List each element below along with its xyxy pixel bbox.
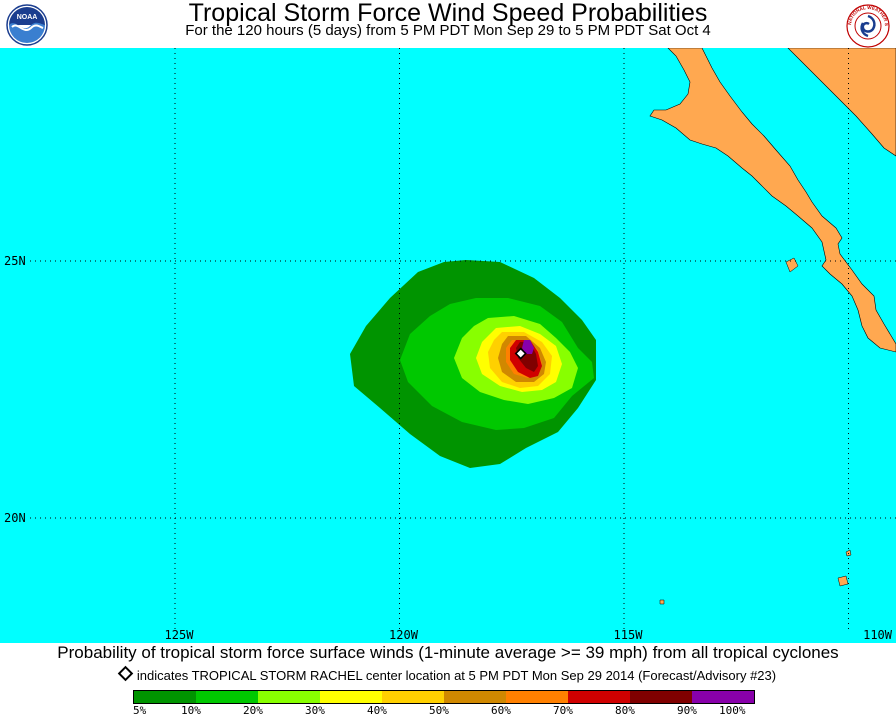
- contour-90pct: [522, 340, 534, 354]
- legend-swatch: [506, 691, 568, 703]
- legend-label: 90%: [677, 704, 697, 717]
- legend-swatch: [630, 691, 692, 703]
- legend-label: 70%: [553, 704, 573, 717]
- latitude-label: 20N: [4, 511, 26, 525]
- storm-center-note-text: indicates TROPICAL STORM RACHEL center l…: [136, 668, 777, 683]
- latitude-labels: 25N 20N: [4, 254, 26, 525]
- legend-swatch: [444, 691, 506, 703]
- storm-center-diamond-icon: [117, 665, 134, 682]
- mainland-mexico: [787, 48, 896, 157]
- legend-swatch: [568, 691, 630, 703]
- probability-map: 25N 20N 125W 120W 115W 110W: [0, 48, 896, 643]
- longitude-labels: 125W 120W 115W 110W: [165, 628, 893, 642]
- longitude-label: 125W: [165, 628, 195, 642]
- baja-islet-3: [659, 599, 665, 605]
- storm-center-marker: [514, 347, 527, 360]
- noaa-logo-icon: NOAA: [6, 4, 48, 46]
- longitude-label: 120W: [389, 628, 419, 642]
- legend-label: 20%: [243, 704, 263, 717]
- legend-swatch: [692, 691, 754, 703]
- nws-logo-icon: NATIONAL WEATHER SERVICE: [846, 4, 890, 48]
- legend-label: 60%: [491, 704, 511, 717]
- page-subtitle: For the 120 hours (5 days) from 5 PM PDT…: [185, 22, 711, 39]
- baja-islet-2: [837, 575, 849, 587]
- page-title: Tropical Storm Force Wind Speed Probabil…: [188, 0, 708, 27]
- legend-swatch: [196, 691, 258, 703]
- legend-label: 80%: [615, 704, 635, 717]
- latitude-label: 25N: [4, 254, 26, 268]
- legend-swatch: [320, 691, 382, 703]
- noaa-logo-text: NOAA: [17, 14, 38, 21]
- legend-swatch: [258, 691, 320, 703]
- map-description: Probability of tropical storm force surf…: [57, 643, 839, 662]
- baja-peninsula: [649, 48, 896, 353]
- storm-center-note: indicates TROPICAL STORM RACHEL center l…: [0, 665, 896, 685]
- legend-swatch: [382, 691, 444, 703]
- legend-label: 10%: [181, 704, 201, 717]
- legend-label: 100%: [719, 704, 746, 717]
- legend-label: 30%: [305, 704, 325, 717]
- probability-legend: [133, 690, 755, 704]
- legend-label: 5%: [133, 704, 147, 717]
- legend-label: 50%: [429, 704, 449, 717]
- header: NOAA Tropical Storm Force Wind Speed Pro…: [0, 0, 896, 48]
- legend-label: 40%: [367, 704, 387, 717]
- longitude-label: 115W: [614, 628, 644, 642]
- longitude-label: 110W: [863, 628, 893, 642]
- probability-contours: [350, 260, 596, 468]
- legend-swatch: [134, 691, 196, 703]
